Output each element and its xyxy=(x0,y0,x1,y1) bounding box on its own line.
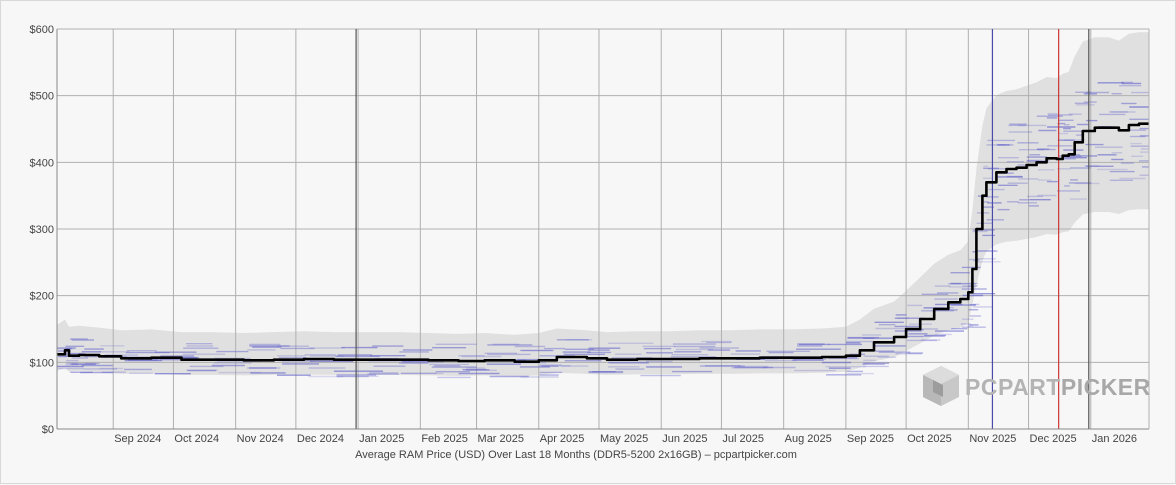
pcpartpicker-logo: PCPARTPICKER xyxy=(923,366,1151,406)
x-tick-label: Jan 2025 xyxy=(359,433,404,445)
logo-text: PCPARTPICKER xyxy=(965,374,1151,400)
y-tick-label: $600 xyxy=(30,24,54,36)
x-tick-label: Jun 2025 xyxy=(662,433,707,445)
y-tick-label: $400 xyxy=(30,157,54,169)
axes: $0 $100 $200 $300 $400 $500 $600 Sep 2024 Oct 20… xyxy=(30,24,1150,445)
x-tick-label: Dec 2024 xyxy=(297,433,344,445)
x-tick-label: Dec 2025 xyxy=(1030,433,1077,445)
average-price-line xyxy=(57,122,1149,363)
y-tick-label: $300 xyxy=(30,224,54,236)
y-tick-label: $200 xyxy=(30,291,54,303)
y-tick-label: $100 xyxy=(30,357,54,369)
x-tick-label: Jan 2026 xyxy=(1092,433,1137,445)
x-tick-label: Mar 2025 xyxy=(478,433,524,445)
x-tick-label: Oct 2024 xyxy=(174,433,219,445)
pcpartpicker-logo-icon xyxy=(923,366,959,406)
x-tick-label: Oct 2025 xyxy=(907,433,952,445)
y-tick-label: $500 xyxy=(30,91,54,103)
x-tick-label: May 2025 xyxy=(600,433,648,445)
x-tick-label: Apr 2025 xyxy=(540,433,585,445)
x-tick-label: Feb 2025 xyxy=(421,433,467,445)
x-tick-label: Sep 2024 xyxy=(114,433,161,445)
x-tick-label: Nov 2024 xyxy=(237,433,284,445)
x-tick-label: Jul 2025 xyxy=(722,433,764,445)
date-markers xyxy=(355,29,1090,429)
x-tick-label: Nov 2025 xyxy=(969,433,1016,445)
chart-caption: Average RAM Price (USD) Over Last 18 Mon… xyxy=(355,449,797,461)
x-tick-label: Sep 2025 xyxy=(847,433,894,445)
average-price-series xyxy=(57,122,1149,363)
x-tick-label: Aug 2025 xyxy=(785,433,832,445)
y-tick-label: $0 xyxy=(42,424,54,436)
range-band xyxy=(57,32,1149,377)
grid xyxy=(57,28,1149,430)
